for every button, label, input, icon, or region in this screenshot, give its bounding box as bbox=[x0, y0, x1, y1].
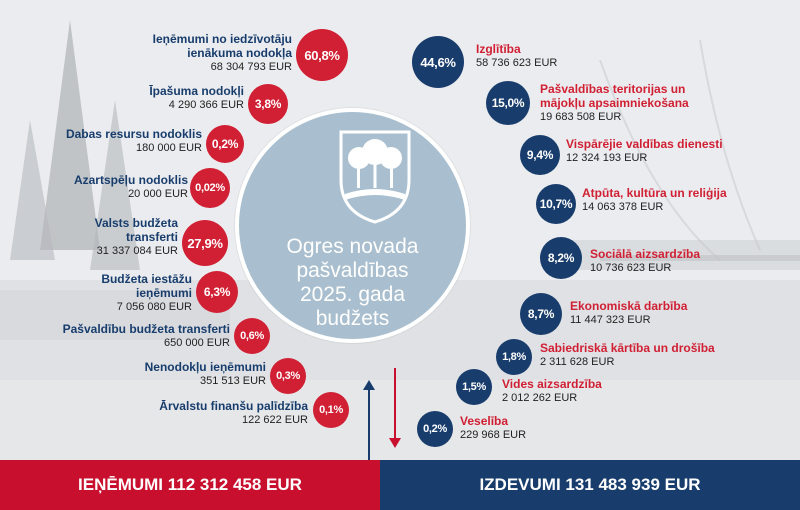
income-amount: 31 337 084 EUR bbox=[96, 245, 178, 257]
expense-item: Vides aizsardzība 2 012 262 EUR bbox=[502, 377, 702, 405]
income-item: Budžeta iestāžu ieņēmumi 7 056 080 EUR bbox=[20, 272, 192, 314]
income-percent-badge: 0,2% bbox=[206, 125, 244, 163]
income-item: Dabas resursu nodoklis 180 000 EUR bbox=[20, 127, 202, 155]
income-label: Pašvaldību budžeta transferti bbox=[62, 322, 230, 336]
expense-amount: 2 012 262 EUR bbox=[502, 392, 578, 404]
expense-item: Sociālā aizsardzība 10 736 623 EUR bbox=[590, 247, 790, 275]
expense-amount: 11 447 323 EUR bbox=[570, 314, 651, 326]
expense-item: Izglītība 58 736 623 EUR bbox=[476, 42, 676, 70]
income-label: Budžeta iestāžu bbox=[101, 272, 192, 286]
coat-of-arms-icon bbox=[339, 130, 411, 224]
expense-percent-badge: 1,8% bbox=[496, 339, 532, 375]
income-percent-badge: 27,9% bbox=[182, 220, 228, 266]
expense-percent-badge: 44,6% bbox=[412, 36, 464, 88]
expense-label: Pašvaldības teritorijas un bbox=[540, 82, 686, 96]
expense-amount: 12 324 193 EUR bbox=[566, 152, 648, 164]
expense-item: Atpūta, kultūra un reliģija 14 063 378 E… bbox=[582, 186, 792, 214]
expense-amount: 229 968 EUR bbox=[460, 429, 527, 441]
income-label: Īpašuma nodokļi bbox=[149, 84, 244, 98]
expense-item: Sabiedriskā kārtība un drošība 2 311 628… bbox=[540, 341, 780, 369]
income-percent-badge: 3,8% bbox=[248, 84, 288, 124]
expense-percent-badge: 0,2% bbox=[417, 411, 453, 447]
expense-label: Sabiedriskā kārtība un drošība bbox=[540, 341, 715, 355]
expense-amount: 2 311 628 EUR bbox=[540, 356, 615, 368]
income-item: Pašvaldību budžeta transferti 650 000 EU… bbox=[0, 322, 230, 350]
income-label: Dabas resursu nodoklis bbox=[65, 127, 202, 141]
expense-percent-badge: 10,7% bbox=[536, 184, 576, 224]
arrow-up-icon bbox=[363, 380, 375, 460]
income-item: Nenodokļu ieņēmumi 351 513 EUR bbox=[80, 360, 266, 388]
expense-percent-badge: 8,2% bbox=[540, 237, 582, 279]
expense-item: Pašvaldības teritorijas un mājokļu apsai… bbox=[540, 82, 770, 124]
expense-amount: 19 683 508 EUR bbox=[540, 111, 622, 123]
income-label: transferti bbox=[125, 230, 178, 244]
income-amount: 351 513 EUR bbox=[199, 375, 266, 387]
expense-label: Atpūta, kultūra un reliģija bbox=[582, 186, 727, 200]
income-label: Valsts budžeta bbox=[94, 216, 178, 230]
page-title: Ogres novada pašvaldības 2025. gada budž… bbox=[286, 235, 419, 330]
expense-amount: 14 063 378 EUR bbox=[582, 201, 664, 213]
income-item: Azartspēļu nodoklis 20 000 EUR bbox=[20, 173, 188, 201]
income-label: ieņēmumi bbox=[135, 286, 192, 300]
income-item: Īpašuma nodokļi 4 290 366 EUR bbox=[90, 84, 244, 112]
expense-amount: 10 736 623 EUR bbox=[590, 262, 672, 274]
expense-label: Ekonomiskā darbība bbox=[570, 299, 688, 313]
income-label: Ārvalstu finanšu palīdzība bbox=[159, 399, 308, 413]
income-item: Ārvalstu finanšu palīdzība 122 622 EUR bbox=[80, 399, 308, 427]
expense-item: Ekonomiskā darbība 11 447 323 EUR bbox=[570, 299, 770, 327]
income-label: ienākuma nodokļa bbox=[187, 46, 292, 60]
expense-label: Vides aizsardzība bbox=[502, 377, 602, 391]
income-amount: 4 290 366 EUR bbox=[168, 99, 244, 111]
expense-item: Vispārējie valdības dienesti 12 324 193 … bbox=[566, 137, 786, 165]
expense-percent-badge: 15,0% bbox=[486, 81, 530, 125]
expense-label: Veselība bbox=[460, 414, 509, 428]
income-amount: 20 000 EUR bbox=[128, 188, 188, 200]
income-amount: 122 622 EUR bbox=[241, 414, 308, 426]
income-amount: 68 304 793 EUR bbox=[210, 61, 292, 73]
income-percent-badge: 0,02% bbox=[190, 168, 230, 208]
expense-label: mājokļu apsaimniekošana bbox=[540, 96, 689, 110]
income-amount: 7 056 080 EUR bbox=[116, 301, 192, 313]
expense-amount: 58 736 623 EUR bbox=[476, 57, 558, 69]
income-amount: 650 000 EUR bbox=[163, 337, 230, 349]
expense-percent-badge: 9,4% bbox=[520, 135, 560, 175]
income-item: Valsts budžeta transferti 31 337 084 EUR bbox=[20, 216, 178, 258]
expense-percent-badge: 1,5% bbox=[456, 369, 492, 405]
income-percent-badge: 6,3% bbox=[196, 271, 238, 313]
income-label: Azartspēļu nodoklis bbox=[73, 173, 188, 187]
income-percent-badge: 0,1% bbox=[313, 392, 349, 428]
expense-total-banner: IZDEVUMI 131 483 939 EUR bbox=[380, 460, 800, 510]
income-amount: 180 000 EUR bbox=[135, 142, 202, 154]
expense-percent-badge: 8,7% bbox=[520, 293, 562, 335]
arrow-down-icon bbox=[389, 368, 401, 448]
income-label: Ieņēmumi no iedzīvotāju bbox=[152, 32, 292, 46]
expense-label: Sociālā aizsardzība bbox=[590, 247, 701, 261]
income-item: Ieņēmumi no iedzīvotāju ienākuma nodokļa… bbox=[60, 32, 292, 74]
income-percent-badge: 60,8% bbox=[296, 29, 348, 81]
expense-label: Vispārējie valdības dienesti bbox=[566, 137, 723, 151]
income-total-banner: IEŅĒMUMI 112 312 458 EUR bbox=[0, 460, 380, 510]
income-label: Nenodokļu ieņēmumi bbox=[144, 360, 266, 374]
center-circle bbox=[235, 108, 470, 343]
expense-label: Izglītība bbox=[476, 42, 521, 56]
expense-item: Veselība 229 968 EUR bbox=[460, 414, 660, 442]
income-percent-badge: 0,6% bbox=[234, 318, 270, 354]
income-percent-badge: 0,3% bbox=[270, 358, 306, 394]
